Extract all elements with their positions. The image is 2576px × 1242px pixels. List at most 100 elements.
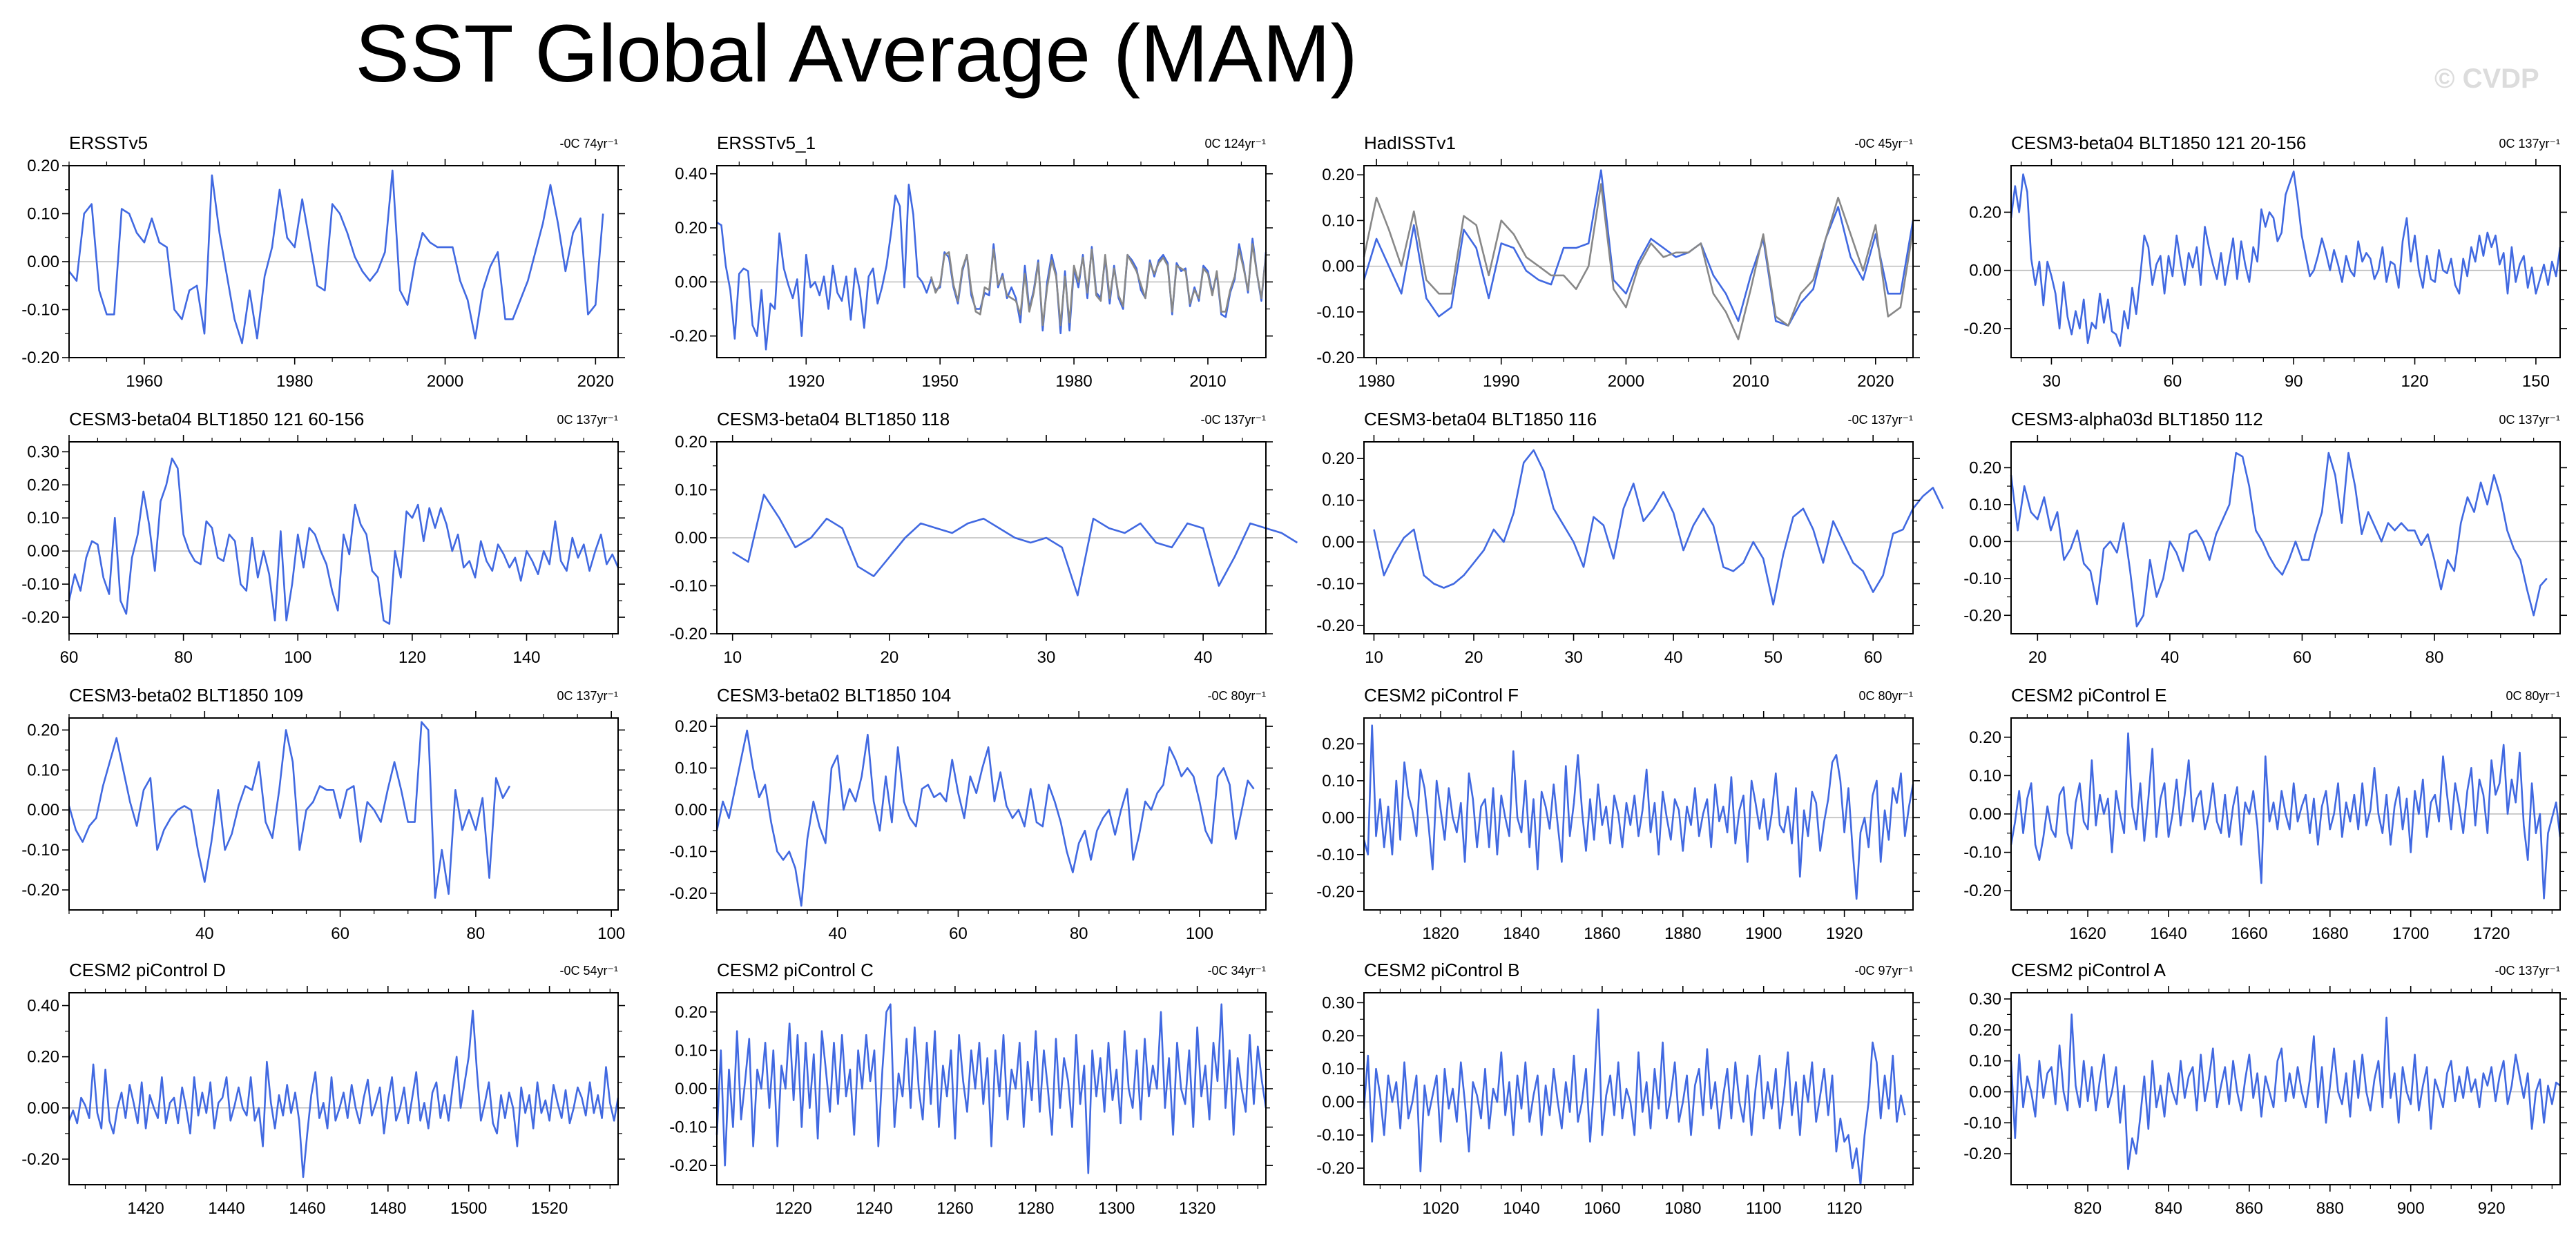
y-tick-label: -0.10: [669, 577, 707, 596]
x-tick-label: 60: [1864, 648, 1883, 667]
x-tick-label: 920: [2478, 1199, 2506, 1218]
panel-title: CESM3-beta04 BLT1850 118: [717, 409, 950, 429]
trend-label: -0C 137yr⁻¹: [1847, 413, 1913, 427]
panel-title: CESM3-beta04 BLT1850 121 20-156: [2011, 133, 2306, 153]
x-tick-label: 1980: [1055, 372, 1092, 391]
y-tick-label: -0.20: [669, 625, 707, 643]
x-tick-label: 2010: [1732, 372, 1769, 391]
y-tick-label: 0.20: [1322, 1027, 1354, 1045]
page-title: SST Global Average (MAM): [355, 8, 1358, 99]
panel-title: CESM3-beta02 BLT1850 109: [69, 685, 303, 706]
y-tick-label: -0.10: [1963, 844, 2001, 862]
x-tick-label: 120: [2401, 372, 2429, 391]
y-tick-label: 0.10: [1969, 496, 2001, 514]
panel-title: CESM2 piControl E: [2011, 685, 2166, 706]
x-tick-label: 30: [2042, 372, 2061, 391]
x-tick-label: 2000: [427, 372, 463, 391]
y-tick-label: 0.20: [675, 433, 707, 452]
y-tick-label: 0.00: [675, 273, 707, 291]
axes-frame: [68, 992, 619, 1185]
series-line: [68, 457, 619, 625]
series-line: [2010, 1013, 2561, 1170]
panel-title: CESM3-beta02 BLT1850 104: [717, 685, 951, 706]
chart-panel-11: -0.20 -0.10 0.00 0.10 0.20 1820 1840 1860 1880 19…: [1316, 685, 1920, 943]
y-tick-label: -0.20: [669, 884, 707, 903]
chart-panel-15: -0.20 -0.10 0.00 0.10 0.20 0.30 1020 1040 1060 10…: [1316, 960, 1920, 1218]
trend-label: 0C 137yr⁻¹: [2499, 413, 2560, 427]
x-tick-label: 1920: [1826, 924, 1863, 943]
panel-title: CESM3-alpha03d BLT1850 112: [2011, 409, 2263, 429]
x-tick-label: 80: [467, 924, 486, 943]
y-tick-label: 0.00: [1969, 1083, 2001, 1101]
axes-frame: [68, 717, 619, 911]
axes-frame: [716, 717, 1267, 911]
series-line: [68, 169, 604, 345]
trend-label: -0C 34yr⁻¹: [1207, 964, 1266, 978]
y-tick-label: 0.20: [27, 1048, 59, 1067]
x-tick-label: 1260: [936, 1199, 973, 1218]
y-tick-label: -0.10: [669, 1118, 707, 1137]
watermark: © CVDP: [2434, 64, 2539, 94]
y-tick-label: -0.20: [21, 349, 59, 367]
x-tick-label: 1820: [1422, 924, 1459, 943]
panel-title: ERSSTv5: [69, 133, 148, 153]
x-tick-label: 1640: [2150, 924, 2186, 943]
y-tick-label: 0.20: [1969, 203, 2001, 222]
x-tick-label: 150: [2522, 372, 2550, 391]
y-tick-label: 0.00: [1969, 262, 2001, 280]
x-tick-label: 120: [398, 648, 426, 667]
trend-label: 0C 80yr⁻¹: [1858, 689, 1913, 703]
panel-title: ERSSTv5_1: [717, 133, 816, 153]
y-tick-label: -0.10: [1963, 1114, 2001, 1132]
y-tick-label: 0.40: [27, 997, 59, 1016]
x-tick-label: 100: [1186, 924, 1213, 943]
y-tick-label: 0.00: [1322, 258, 1354, 276]
x-tick-label: 1880: [1664, 924, 1701, 943]
y-tick-label: 0.30: [27, 443, 59, 461]
x-tick-label: 1060: [1584, 1199, 1620, 1218]
y-tick-label: -0.10: [669, 842, 707, 861]
x-tick-label: 40: [1664, 648, 1683, 667]
y-tick-label: 0.20: [1322, 735, 1354, 753]
axes-frame: [1363, 992, 1914, 1185]
trend-label: 0C 124yr⁻¹: [1204, 137, 1266, 151]
x-tick-label: 30: [1037, 648, 1056, 667]
series-line: [1373, 449, 1944, 605]
x-tick-label: 1900: [1745, 924, 1782, 943]
y-tick-label: 0.10: [1322, 492, 1354, 510]
x-tick-label: 80: [2425, 648, 2444, 667]
x-tick-label: 80: [174, 648, 193, 667]
x-tick-label: 1960: [126, 372, 162, 391]
series-line: [68, 721, 511, 899]
x-tick-label: 1420: [127, 1199, 164, 1218]
y-tick-label: 0.20: [675, 717, 707, 736]
y-tick-label: 0.10: [675, 1041, 707, 1060]
x-tick-label: 40: [1194, 648, 1213, 667]
panel-title: CESM2 piControl F: [1364, 685, 1519, 706]
chart-panel-10: -0.20 -0.10 0.00 0.10 0.20 40 60 80 100 CESM3-bet…: [669, 685, 1273, 943]
y-tick-label: 0.10: [1969, 766, 2001, 785]
x-tick-label: 100: [284, 648, 311, 667]
chart-panel-2: -0.20 0.00 0.20 0.40 1920 1950 1980 2010 ERSSTv5…: [669, 133, 1273, 391]
y-tick-label: 0.20: [675, 219, 707, 237]
panel-title: CESM2 piControl B: [1364, 960, 1519, 980]
x-tick-label: 1300: [1098, 1199, 1135, 1218]
x-tick-label: 1660: [2231, 924, 2267, 943]
x-tick-label: 1520: [531, 1199, 568, 1218]
x-tick-label: 880: [2316, 1199, 2344, 1218]
y-tick-label: -0.20: [1963, 1145, 2001, 1163]
series-line: [2010, 171, 2561, 347]
x-tick-label: 80: [1070, 924, 1088, 943]
chart-panel-6: -0.20 -0.10 0.00 0.10 0.20 10 20 30 40 CESM3-beta…: [669, 409, 1298, 667]
y-tick-label: 0.10: [675, 481, 707, 500]
x-tick-label: 1990: [1483, 372, 1519, 391]
y-tick-label: -0.20: [21, 1150, 59, 1169]
chart-panel-8: -0.20 -0.10 0.00 0.10 0.20 20 40 60 80 CESM3-alph…: [1963, 409, 2567, 667]
x-tick-label: 1040: [1503, 1199, 1539, 1218]
y-tick-label: 0.00: [1322, 808, 1354, 827]
panel-title: HadISSTv1: [1364, 133, 1456, 153]
chart-panel-5: -0.20 -0.10 0.00 0.10 0.20 0.30 60 80 100 120 140 C…: [21, 409, 625, 667]
trend-label: -0C 137yr⁻¹: [2495, 964, 2560, 978]
y-tick-label: -0.20: [1963, 606, 2001, 625]
x-tick-label: 20: [1465, 648, 1483, 667]
